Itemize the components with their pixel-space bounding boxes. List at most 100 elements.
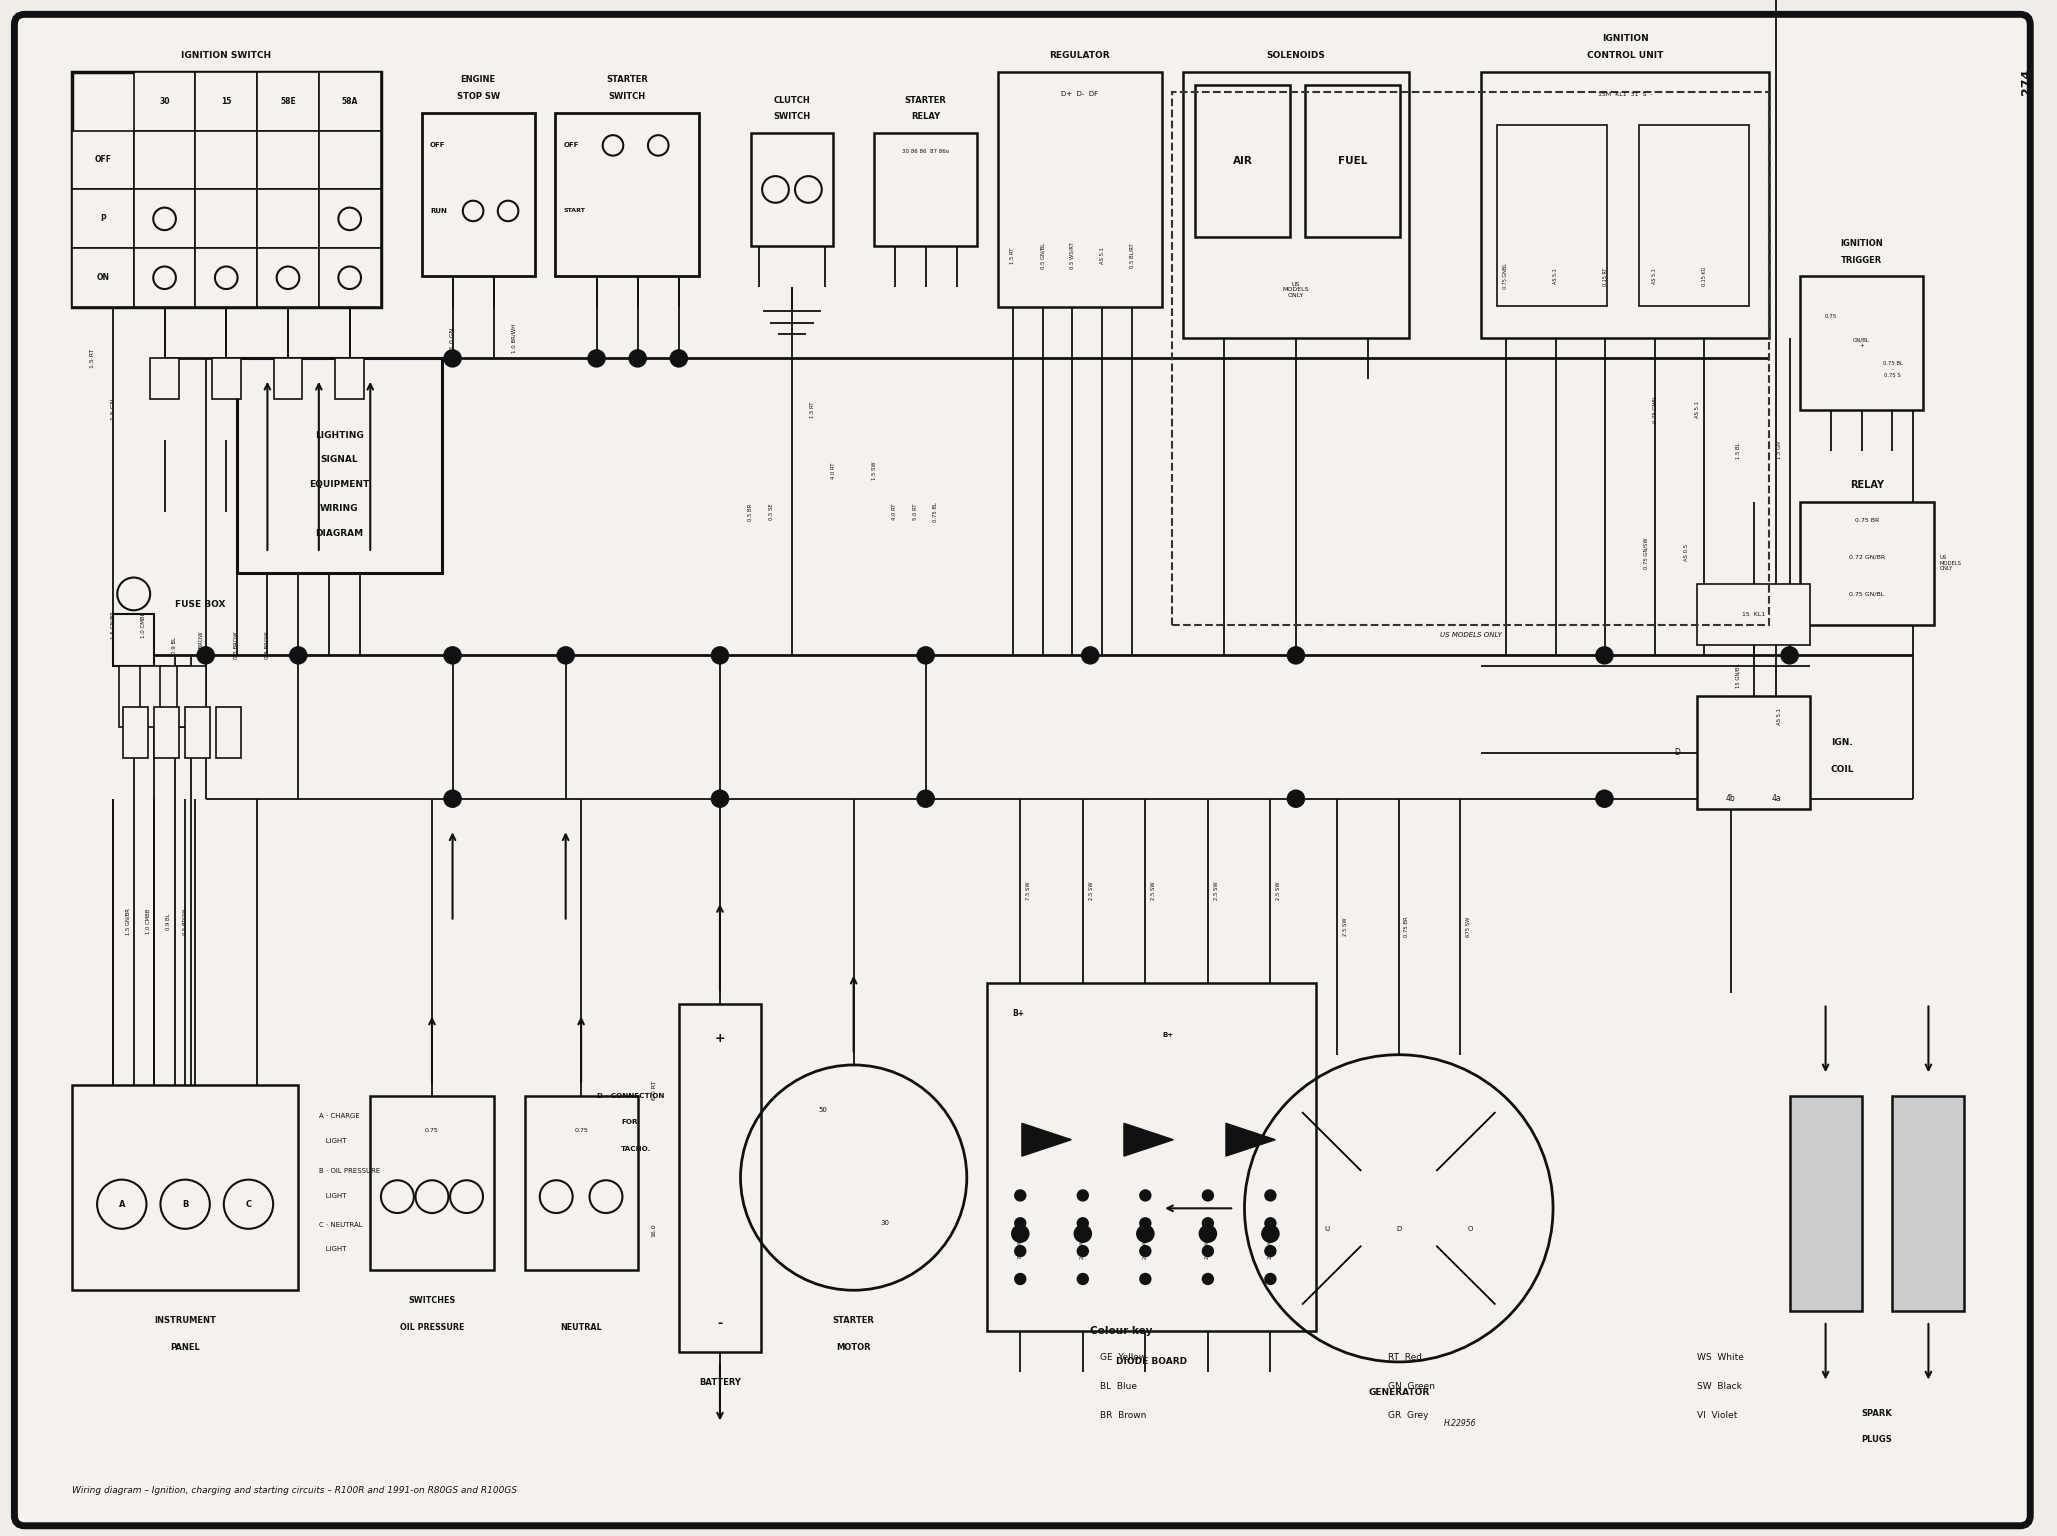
Bar bbox=[257, 249, 319, 307]
Text: VI  Violet: VI Violet bbox=[1697, 1410, 1738, 1419]
Text: 4.0 RT: 4.0 RT bbox=[893, 504, 897, 521]
Text: GENERATOR: GENERATOR bbox=[1368, 1389, 1430, 1398]
Circle shape bbox=[1074, 1226, 1090, 1243]
Text: START: START bbox=[564, 209, 586, 214]
Bar bbox=[72, 189, 134, 249]
Text: 0.75 GN/BL: 0.75 GN/BL bbox=[1849, 591, 1884, 596]
Text: MOTOR: MOTOR bbox=[837, 1342, 870, 1352]
Text: AS 5.1: AS 5.1 bbox=[1553, 269, 1557, 284]
Text: STARTER: STARTER bbox=[607, 75, 648, 84]
Circle shape bbox=[1016, 1273, 1024, 1284]
Text: 0.75 GN/SW: 0.75 GN/SW bbox=[1644, 538, 1648, 568]
Text: 1.5 GN: 1.5 GN bbox=[1777, 442, 1781, 459]
Text: RELAY: RELAY bbox=[911, 112, 940, 121]
Bar bbox=[1497, 124, 1607, 306]
Text: 16.0: 16.0 bbox=[652, 1223, 656, 1236]
Bar bbox=[72, 72, 381, 307]
Circle shape bbox=[1596, 791, 1613, 806]
Circle shape bbox=[917, 791, 934, 806]
Circle shape bbox=[1016, 1218, 1024, 1229]
Text: US
MODELS
ONLY: US MODELS ONLY bbox=[1940, 554, 1962, 571]
Bar bbox=[160, 665, 189, 727]
Bar bbox=[525, 1095, 638, 1270]
Bar bbox=[987, 983, 1316, 1332]
Bar bbox=[1639, 124, 1748, 306]
Bar bbox=[154, 707, 179, 757]
Text: OFF: OFF bbox=[95, 155, 111, 164]
Text: 58E: 58E bbox=[280, 97, 296, 106]
Text: 1.5 GN/BR: 1.5 GN/BR bbox=[125, 908, 130, 935]
Text: GN/BL
+: GN/BL + bbox=[1853, 338, 1870, 349]
Text: 0.3 BROW: 0.3 BROW bbox=[265, 631, 269, 659]
Text: C · NEUTRAL: C · NEUTRAL bbox=[319, 1221, 362, 1227]
Circle shape bbox=[1140, 1190, 1150, 1201]
Text: 1.0 GN: 1.0 GN bbox=[450, 327, 455, 349]
Text: 274: 274 bbox=[2020, 69, 2032, 95]
Text: 2.5 SW: 2.5 SW bbox=[1088, 882, 1094, 900]
Bar bbox=[679, 1003, 761, 1352]
Circle shape bbox=[1265, 1246, 1275, 1256]
Circle shape bbox=[1203, 1246, 1214, 1256]
Text: 0.5 GN/BL: 0.5 GN/BL bbox=[1041, 243, 1045, 269]
Bar bbox=[319, 131, 381, 189]
Text: CONTROL UNIT: CONTROL UNIT bbox=[1586, 51, 1664, 60]
Text: 4b: 4b bbox=[1726, 794, 1736, 803]
Bar bbox=[1304, 84, 1401, 237]
Bar bbox=[113, 614, 154, 665]
Text: 50: 50 bbox=[819, 1107, 827, 1114]
Bar bbox=[1697, 696, 1810, 809]
Text: INSTRUMENT: INSTRUMENT bbox=[154, 1316, 216, 1326]
Text: 2.5 SW: 2.5 SW bbox=[1214, 882, 1218, 900]
Circle shape bbox=[444, 350, 461, 367]
Text: LIGHT: LIGHT bbox=[319, 1246, 346, 1252]
Circle shape bbox=[1596, 647, 1613, 664]
Text: D: D bbox=[1397, 1226, 1401, 1232]
Text: 15 GN/BL: 15 GN/BL bbox=[1736, 664, 1740, 688]
Text: 2.5 SW: 2.5 SW bbox=[1144, 1240, 1148, 1258]
Bar bbox=[195, 131, 257, 189]
Bar bbox=[177, 665, 206, 727]
Text: BL  Blue: BL Blue bbox=[1100, 1382, 1138, 1392]
Text: SPARK: SPARK bbox=[1862, 1409, 1892, 1418]
Text: OFF: OFF bbox=[564, 143, 580, 149]
Bar bbox=[72, 131, 134, 189]
Text: 1.0 CMBB: 1.0 CMBB bbox=[146, 909, 150, 934]
Text: 1.0 BR/WH: 1.0 BR/WH bbox=[512, 323, 516, 353]
Bar bbox=[1892, 1095, 1964, 1310]
Bar bbox=[319, 72, 381, 131]
Text: 0.75: 0.75 bbox=[426, 1127, 438, 1134]
Text: 2.5 SW: 2.5 SW bbox=[1275, 882, 1282, 900]
Text: OIL PRESSURE: OIL PRESSURE bbox=[399, 1322, 465, 1332]
Circle shape bbox=[1140, 1218, 1150, 1229]
Text: COIL: COIL bbox=[1831, 765, 1853, 774]
Bar bbox=[237, 358, 442, 573]
Text: SWITCH: SWITCH bbox=[609, 92, 646, 101]
Text: RELAY: RELAY bbox=[1849, 481, 1884, 490]
Text: B+: B+ bbox=[1162, 1032, 1175, 1038]
Text: 15  KL1: 15 KL1 bbox=[1742, 611, 1765, 617]
Circle shape bbox=[1078, 1246, 1088, 1256]
Circle shape bbox=[1288, 647, 1304, 664]
Text: 0.72 GN/BR: 0.72 GN/BR bbox=[1849, 554, 1884, 559]
Text: GN  Green: GN Green bbox=[1388, 1382, 1436, 1392]
Circle shape bbox=[1265, 1273, 1275, 1284]
Circle shape bbox=[1078, 1273, 1088, 1284]
Bar bbox=[195, 72, 257, 131]
Text: 4.0 RT: 4.0 RT bbox=[831, 462, 835, 479]
Text: 1.5 BL: 1.5 BL bbox=[1736, 442, 1740, 459]
Text: 1.0 CMBB: 1.0 CMBB bbox=[142, 611, 146, 637]
Text: 15: 15 bbox=[220, 97, 232, 106]
Text: B: B bbox=[181, 1200, 189, 1209]
Circle shape bbox=[1203, 1273, 1214, 1284]
Bar bbox=[216, 707, 241, 757]
Text: 58A: 58A bbox=[341, 97, 358, 106]
Text: OFF: OFF bbox=[430, 143, 446, 149]
Text: 0.75 BL: 0.75 BL bbox=[934, 502, 938, 522]
Bar bbox=[555, 112, 699, 276]
Bar bbox=[319, 189, 381, 249]
Circle shape bbox=[444, 791, 461, 806]
Text: 7.5 SW: 7.5 SW bbox=[1018, 1240, 1022, 1258]
Text: IGNITION SWITCH: IGNITION SWITCH bbox=[181, 51, 272, 60]
Text: 30: 30 bbox=[158, 97, 171, 106]
Text: AIR: AIR bbox=[1232, 155, 1253, 166]
